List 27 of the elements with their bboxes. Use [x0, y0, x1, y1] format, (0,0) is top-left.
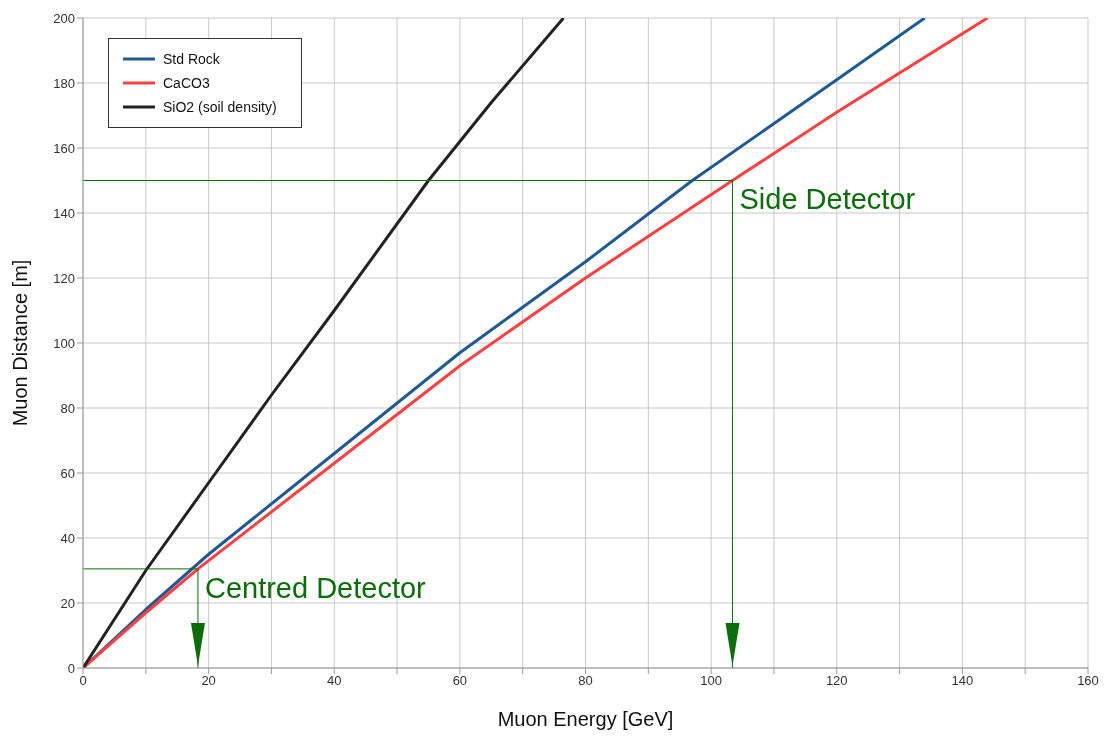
legend-label: SiO2 (soil density) [163, 99, 277, 115]
y-tick-label: 40 [60, 530, 75, 546]
x-tick-label: 120 [825, 673, 848, 689]
y-tick-label: 120 [53, 270, 75, 286]
x-axis-title: Muon Energy [GeV] [497, 708, 674, 730]
y-tick-label: 200 [53, 10, 75, 26]
y-tick-label: 180 [53, 75, 75, 91]
annotation: Side Detector [739, 183, 916, 216]
y-axis-title: Muon Distance [m] [9, 259, 32, 427]
y-tick-label: 100 [53, 335, 75, 351]
x-tick-label: 100 [700, 673, 722, 689]
x-tick-label: 40 [327, 673, 342, 689]
y-tick-label: 0 [67, 660, 75, 676]
y-tick-label: 160 [53, 140, 75, 156]
y-tick-label: 80 [60, 400, 75, 416]
y-tick-label: 140 [53, 205, 75, 221]
y-tick-label: 20 [60, 595, 75, 611]
x-tick-label: 160 [1077, 673, 1099, 689]
x-tick-label: 140 [951, 673, 974, 689]
y-tick-label: 60 [60, 465, 75, 481]
x-tick-label: 0 [79, 673, 87, 689]
annotation: Centred Detector [204, 571, 427, 604]
x-tick-label: 60 [452, 673, 468, 689]
x-tick-label: 80 [578, 673, 593, 689]
legend-label: CaCO3 [163, 75, 210, 91]
legend-label: Std Rock [163, 51, 220, 67]
x-tick-label: 20 [201, 673, 216, 689]
